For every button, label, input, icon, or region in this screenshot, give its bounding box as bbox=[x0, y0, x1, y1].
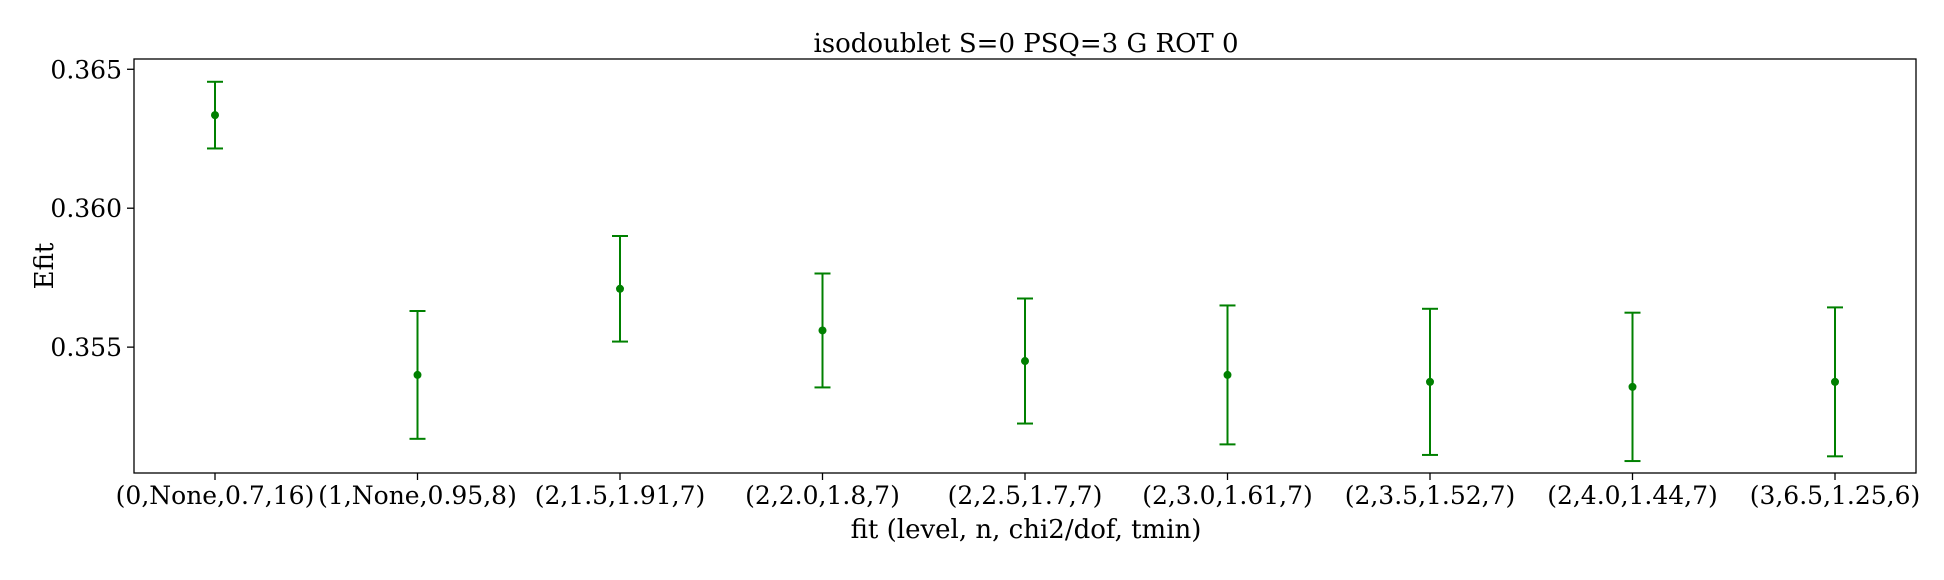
x-axis-ticks: (0,None,0.7,16) (1,None,0.95,8) (2,1.5,1.9… bbox=[116, 473, 1921, 510]
x-tick-label: (3,6.5,1.25,6) bbox=[1750, 481, 1921, 510]
data-point bbox=[413, 370, 422, 379]
data-point bbox=[1831, 377, 1839, 386]
data-point bbox=[818, 326, 827, 335]
y-tick-label: 0.360 bbox=[50, 194, 122, 223]
y-axis-label: Efit bbox=[30, 242, 60, 289]
data-point bbox=[1021, 357, 1029, 366]
data-point bbox=[1223, 370, 1232, 379]
data-point bbox=[1426, 377, 1434, 386]
x-axis-label: fit (level, n, chi2/dof, tmin) bbox=[851, 515, 1202, 545]
chart-title: isodoublet S=0 PSQ=3 G ROT 0 bbox=[813, 29, 1238, 59]
x-tick-label: (2,3.0,1.61,7) bbox=[1142, 481, 1313, 510]
x-tick-label: (2,2.5,1.7,7) bbox=[948, 481, 1103, 510]
y-tick-label: 0.365 bbox=[50, 55, 122, 84]
data-point bbox=[616, 284, 624, 293]
y-tick-label: 0.355 bbox=[50, 333, 122, 362]
data-point bbox=[1628, 382, 1637, 391]
x-tick-label: (2,1.5,1.91,7) bbox=[535, 481, 706, 510]
x-tick-label: (2,4.0,1.44,7) bbox=[1547, 481, 1718, 510]
x-tick-label: (2,3.5,1.52,7) bbox=[1345, 481, 1516, 510]
data-marks bbox=[207, 80, 1843, 463]
x-tick-label: (1,None,0.95,8) bbox=[318, 481, 517, 510]
x-tick-label: (2,2.0,1.8,7) bbox=[745, 481, 900, 510]
y-axis-ticks: 0.355 0.360 0.365 bbox=[50, 55, 134, 362]
x-tick-label: (0,None,0.7,16) bbox=[116, 481, 315, 510]
data-point bbox=[211, 111, 219, 120]
